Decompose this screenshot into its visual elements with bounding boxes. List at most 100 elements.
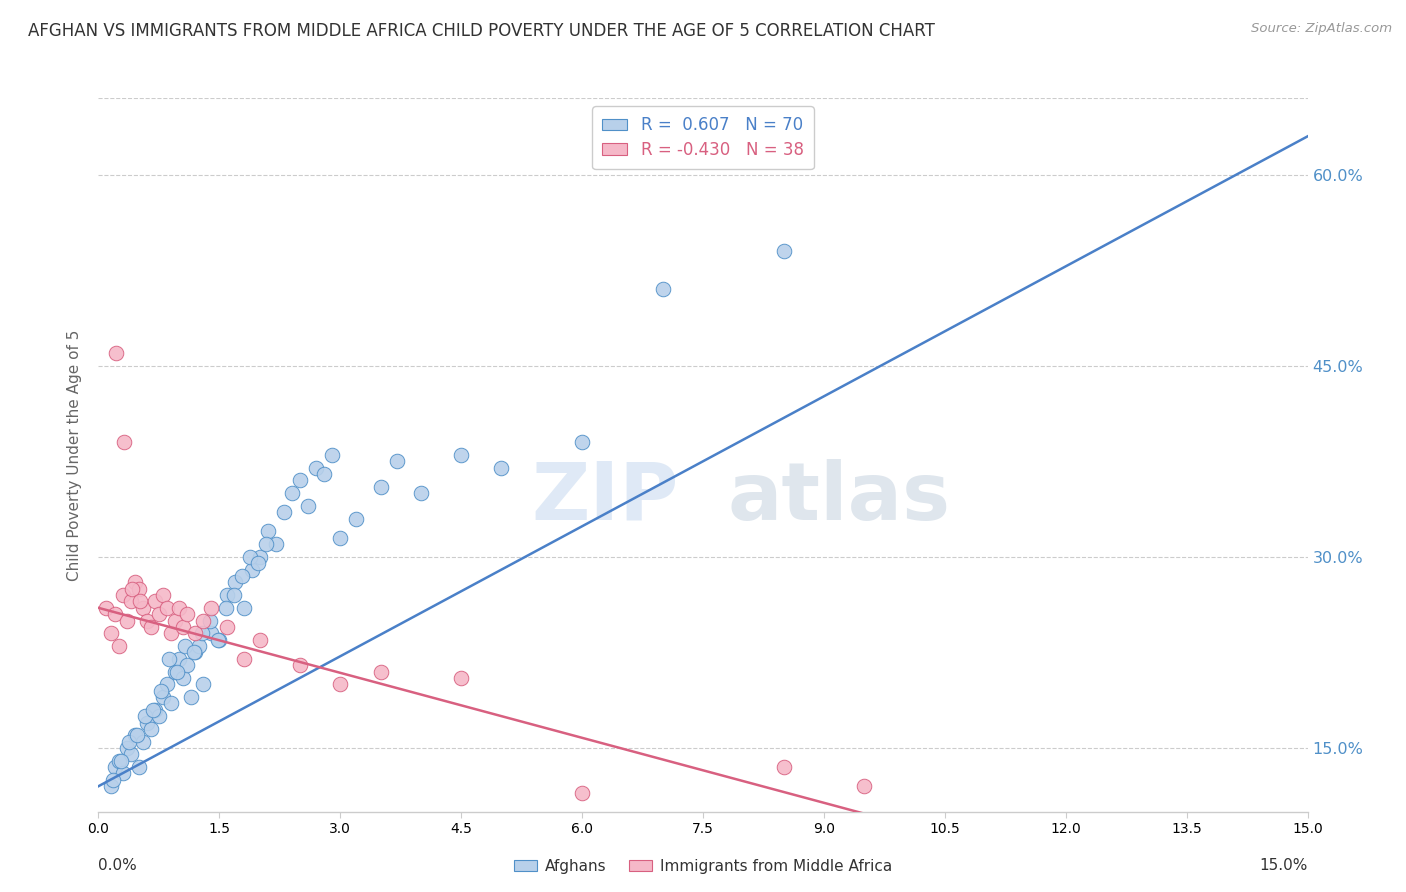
Point	[297, 499, 319, 513]
Point	[129, 594, 152, 608]
Text: ZIP: ZIP	[531, 458, 679, 537]
Point	[115, 741, 138, 756]
Point	[163, 665, 186, 679]
Point	[370, 480, 392, 494]
Point	[240, 563, 263, 577]
Point	[124, 575, 146, 590]
Point	[139, 722, 162, 736]
Point	[176, 607, 198, 622]
Point	[232, 652, 254, 666]
Point	[198, 614, 221, 628]
Point	[100, 779, 122, 793]
Point	[148, 709, 170, 723]
Point	[107, 754, 129, 768]
Point	[281, 486, 304, 500]
Point	[127, 728, 149, 742]
Point	[247, 556, 270, 570]
Point	[329, 677, 352, 691]
Point	[132, 600, 155, 615]
Point	[321, 448, 343, 462]
Point	[651, 282, 673, 296]
Point	[139, 620, 162, 634]
Point	[107, 639, 129, 653]
Point	[176, 658, 198, 673]
Point	[143, 703, 166, 717]
Point	[135, 715, 157, 730]
Point	[156, 677, 179, 691]
Point	[217, 620, 239, 634]
Point	[132, 734, 155, 748]
Text: AFGHAN VS IMMIGRANTS FROM MIDDLE AFRICA CHILD POVERTY UNDER THE AGE OF 5 CORRELA: AFGHAN VS IMMIGRANTS FROM MIDDLE AFRICA …	[28, 22, 935, 40]
Point	[200, 626, 222, 640]
Point	[184, 645, 207, 659]
Point	[385, 454, 408, 468]
Point	[215, 600, 238, 615]
Point	[103, 760, 125, 774]
Point	[772, 244, 794, 258]
Point	[115, 614, 138, 628]
Point	[207, 632, 229, 647]
Point	[120, 594, 142, 608]
Point	[152, 690, 174, 704]
Point	[409, 486, 432, 500]
Point	[288, 658, 311, 673]
Point	[249, 549, 271, 564]
Point	[135, 614, 157, 628]
Point	[222, 588, 245, 602]
Point	[143, 594, 166, 608]
Point	[142, 703, 165, 717]
Point	[96, 600, 118, 615]
Point	[273, 505, 295, 519]
Point	[163, 614, 186, 628]
Point	[134, 709, 156, 723]
Point	[124, 728, 146, 742]
Point	[148, 607, 170, 622]
Point	[110, 754, 132, 768]
Point	[256, 524, 278, 539]
Point	[100, 626, 122, 640]
Point	[121, 582, 143, 596]
Point	[193, 677, 215, 691]
Point	[232, 600, 254, 615]
Y-axis label: Child Poverty Under the Age of 5: Child Poverty Under the Age of 5	[67, 329, 83, 581]
Point	[224, 575, 246, 590]
Point	[193, 614, 215, 628]
Point	[853, 779, 876, 793]
Point	[150, 683, 173, 698]
Point	[288, 474, 311, 488]
Point	[329, 531, 352, 545]
Point	[101, 772, 124, 787]
Point	[183, 645, 205, 659]
Point	[120, 747, 142, 762]
Point	[111, 766, 134, 780]
Point	[188, 639, 211, 653]
Point	[166, 665, 188, 679]
Legend: R =  0.607   N = 70, R = -0.430   N = 38: R = 0.607 N = 70, R = -0.430 N = 38	[592, 106, 814, 169]
Point	[370, 665, 392, 679]
Point	[118, 734, 141, 748]
Point	[571, 786, 593, 800]
Point	[200, 600, 222, 615]
Legend: Afghans, Immigrants from Middle Africa: Afghans, Immigrants from Middle Africa	[508, 853, 898, 880]
Text: 15.0%: 15.0%	[1260, 858, 1308, 872]
Point	[174, 639, 197, 653]
Point	[103, 607, 125, 622]
Point	[112, 435, 135, 450]
Point	[184, 626, 207, 640]
Text: Source: ZipAtlas.com: Source: ZipAtlas.com	[1251, 22, 1392, 36]
Point	[156, 600, 179, 615]
Point	[160, 626, 183, 640]
Point	[450, 448, 472, 462]
Point	[772, 760, 794, 774]
Point	[190, 626, 212, 640]
Point	[128, 760, 150, 774]
Point	[105, 346, 128, 360]
Point	[571, 435, 593, 450]
Point	[167, 652, 190, 666]
Point	[208, 632, 231, 647]
Point	[249, 632, 271, 647]
Point	[172, 671, 194, 685]
Point	[157, 652, 180, 666]
Text: 0.0%: 0.0%	[98, 858, 138, 872]
Point	[314, 467, 336, 481]
